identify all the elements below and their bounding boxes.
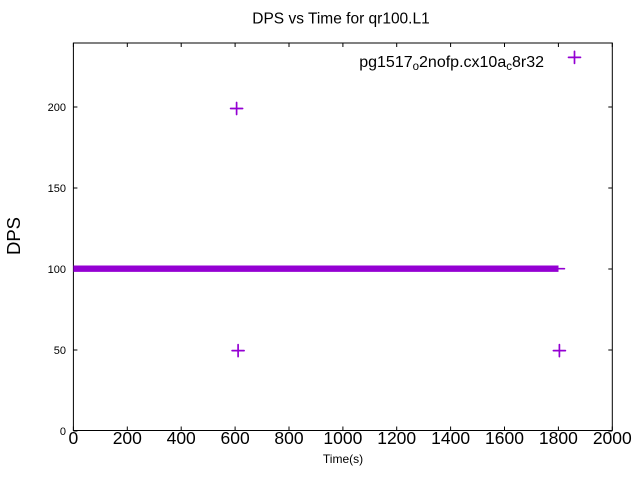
svg-text:800: 800 [274,428,303,448]
svg-text:0: 0 [69,428,79,448]
svg-text:DPS: DPS [3,217,24,255]
svg-text:DPS vs Time for qr100.L1: DPS vs Time for qr100.L1 [252,11,429,28]
svg-text:200: 200 [48,102,66,114]
svg-text:pg1517o2nofp.cx10ac8r32: pg1517o2nofp.cx10ac8r32 [359,54,544,73]
svg-text:50: 50 [54,345,66,357]
svg-text:0: 0 [60,426,66,438]
svg-text:600: 600 [220,428,249,448]
svg-text:1000: 1000 [323,428,362,448]
svg-text:200: 200 [113,428,142,448]
svg-text:1800: 1800 [539,428,578,448]
svg-text:400: 400 [167,428,196,448]
svg-text:1600: 1600 [485,428,524,448]
svg-text:100: 100 [48,264,66,276]
svg-text:150: 150 [48,183,66,195]
svg-text:1200: 1200 [377,428,416,448]
svg-text:1400: 1400 [431,428,470,448]
svg-text:2000: 2000 [593,428,632,448]
svg-text:Time(s): Time(s) [323,452,363,466]
